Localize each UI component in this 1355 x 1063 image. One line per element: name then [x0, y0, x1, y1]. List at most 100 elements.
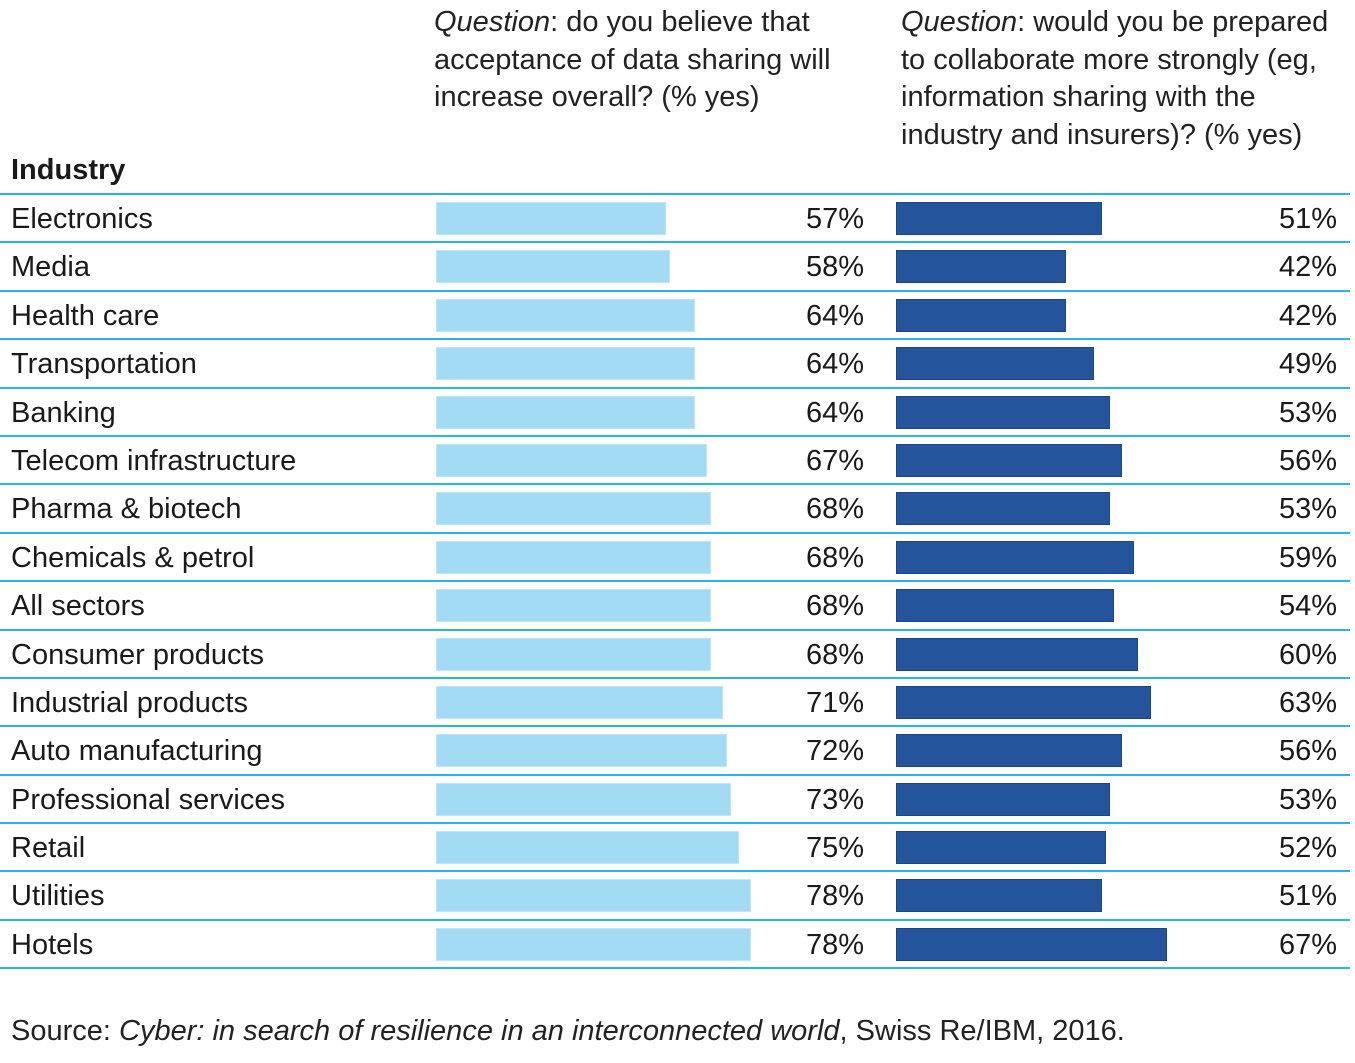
acceptance-value: 64%: [805, 348, 864, 381]
collaborate-value: 51%: [1278, 203, 1337, 235]
acceptance-bar: [436, 298, 695, 332]
acceptance-bar: [436, 782, 731, 816]
source-prefix: Source:: [11, 1015, 119, 1047]
industry-label: Transportation: [11, 348, 197, 381]
collaborate-value: 51%: [1278, 880, 1337, 913]
collaborate-value: 63%: [1278, 686, 1337, 719]
acceptance-bar: [436, 685, 723, 719]
acceptance-bar: [436, 347, 695, 381]
collaborate-value: 53%: [1278, 783, 1337, 816]
collaborate-value: 42%: [1278, 299, 1337, 332]
acceptance-bar: [436, 927, 752, 961]
acceptance-value: 68%: [805, 638, 864, 671]
table-row: Media 58% 42%: [0, 241, 1350, 289]
collaborate-bar: [896, 298, 1066, 332]
acceptance-bar: [436, 637, 711, 671]
acceptance-bar: [436, 540, 711, 574]
collaborate-bar: [896, 879, 1103, 913]
acceptance-value: 64%: [805, 396, 864, 429]
collaborate-value: 67%: [1278, 928, 1337, 961]
acceptance-value: 57%: [805, 203, 864, 235]
column1-question-text: : do you believe that acceptance of data…: [434, 6, 831, 113]
acceptance-bar: [436, 443, 707, 477]
collaborate-value: 56%: [1278, 735, 1337, 768]
collaborate-bar: [896, 831, 1107, 865]
acceptance-bar: [436, 734, 727, 768]
collaborate-bar: [896, 202, 1103, 235]
acceptance-value: 78%: [805, 928, 864, 961]
column1-question: Question: do you believe that acceptance…: [434, 4, 874, 117]
collaborate-bar: [896, 685, 1151, 719]
industry-label: Retail: [11, 832, 86, 865]
table-row: Industrial products 71% 63%: [0, 676, 1350, 725]
collaborate-bar: [896, 443, 1123, 477]
table-row: Utilities 78% 51%: [0, 870, 1350, 918]
collaborate-value: 54%: [1278, 590, 1337, 623]
acceptance-value: 75%: [805, 832, 864, 865]
column1-question-prefix: Question: [434, 6, 551, 38]
collaborate-bar: [896, 250, 1066, 284]
industry-label: Hotels: [11, 928, 94, 961]
acceptance-bar: [436, 492, 711, 526]
table-row: Transportation 64% 49%: [0, 338, 1350, 386]
acceptance-value: 73%: [805, 783, 864, 816]
source-note: Source: Cyber: in search of resilience i…: [11, 1013, 1125, 1049]
table-row: Pharma & biotech 68% 53%: [0, 483, 1350, 531]
industry-label: Industrial products: [11, 686, 248, 719]
acceptance-value: 68%: [805, 493, 864, 526]
source-title: Cyber: in search of resilience in an int…: [119, 1015, 840, 1047]
table-row: Banking 64% 53%: [0, 386, 1350, 435]
collaborate-value: 60%: [1278, 638, 1337, 671]
column2-question-prefix: Question: [901, 6, 1018, 38]
table-row: Chemicals & petrol 68% 59%: [0, 531, 1350, 580]
industry-label: Chemicals & petrol: [11, 541, 255, 574]
industry-label: Banking: [11, 396, 116, 429]
column2-question-text: : would you be prepared to collaborate m…: [901, 6, 1329, 151]
collaborate-bar: [896, 927, 1167, 961]
table-row: Professional services 73% 53%: [0, 773, 1350, 822]
collaborate-bar: [896, 589, 1115, 623]
industry-label: Pharma & biotech: [11, 493, 242, 526]
industry-column-header: Industry: [11, 154, 126, 186]
collaborate-value: 49%: [1278, 348, 1337, 381]
industry-label: Media: [11, 251, 90, 284]
collaborate-value: 52%: [1278, 832, 1337, 865]
industry-label: Electronics: [11, 203, 153, 235]
collaborate-value: 42%: [1278, 251, 1337, 284]
industry-label: Utilities: [11, 880, 105, 913]
collaborate-value: 59%: [1278, 541, 1337, 574]
collaborate-bar: [896, 782, 1111, 816]
table-row: Hotels 78% 67%: [0, 918, 1350, 970]
acceptance-bar: [436, 250, 671, 284]
collaborate-bar: [896, 540, 1135, 574]
table-row: Consumer products 68% 60%: [0, 628, 1350, 677]
table-row: Auto manufacturing 72% 56%: [0, 725, 1350, 773]
acceptance-bar: [436, 395, 695, 429]
acceptance-bar: [436, 831, 739, 865]
industry-label: Consumer products: [11, 638, 265, 671]
table-row: Health care 64% 42%: [0, 289, 1350, 338]
acceptance-value: 67%: [805, 444, 864, 477]
collaborate-bar: [896, 637, 1139, 671]
acceptance-value: 64%: [805, 299, 864, 332]
industry-label: Health care: [11, 299, 160, 332]
industry-label: Auto manufacturing: [11, 735, 263, 768]
table-row: Telecom infrastructure 67% 56%: [0, 434, 1350, 483]
acceptance-bar: [436, 879, 752, 913]
acceptance-value: 68%: [805, 590, 864, 623]
industry-label: Telecom infrastructure: [11, 444, 297, 477]
collaborate-bar: [896, 734, 1123, 768]
collaborate-bar: [896, 347, 1094, 381]
collaborate-bar: [896, 492, 1111, 526]
collaborate-value: 53%: [1278, 396, 1337, 429]
acceptance-value: 58%: [805, 251, 864, 284]
source-suffix: , Swiss Re/IBM, 2016.: [839, 1015, 1125, 1047]
acceptance-value: 78%: [805, 880, 864, 913]
acceptance-value: 68%: [805, 541, 864, 574]
industry-label: All sectors: [11, 590, 145, 623]
acceptance-bar: [436, 589, 711, 623]
table-row: Retail 75% 52%: [0, 822, 1350, 870]
acceptance-bar: [436, 202, 667, 235]
acceptance-value: 72%: [805, 735, 864, 768]
chart-rows: Electronics 57% 51% Media 58% 42% Health care 6…: [0, 193, 1350, 970]
